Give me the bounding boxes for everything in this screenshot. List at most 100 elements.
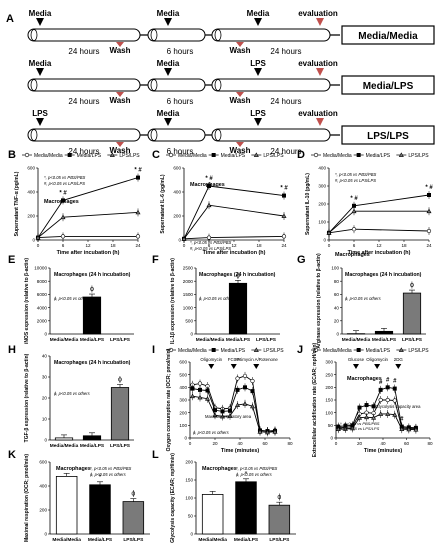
wash-label: Wash bbox=[229, 46, 250, 55]
cell-type-label: Macrophages bbox=[190, 182, 225, 188]
y-tick-label: 0 bbox=[190, 532, 193, 537]
marker-square bbox=[190, 386, 195, 391]
significance-mark: * # bbox=[134, 168, 142, 174]
stats-note: ϕ, p<0.05 vs others bbox=[54, 296, 91, 301]
marker-circle bbox=[378, 397, 383, 403]
marker-circle bbox=[242, 373, 248, 379]
group-box bbox=[341, 25, 435, 45]
x-tick-label: 6 bbox=[62, 243, 65, 248]
marker-triangle bbox=[399, 426, 405, 432]
x-tick-label: 0 bbox=[189, 441, 192, 446]
treatment-arrow-icon bbox=[164, 118, 172, 126]
y-tick-label: 600 bbox=[39, 460, 47, 465]
marker-circle bbox=[168, 152, 174, 158]
injection-arrow-icon bbox=[352, 364, 359, 369]
category-label: Media/LPS bbox=[226, 337, 251, 343]
cell-type-label: Macrophages bbox=[335, 252, 370, 258]
panel-letter: I bbox=[152, 344, 155, 356]
timeline-segment bbox=[147, 28, 206, 42]
y-tick-label: 20 bbox=[42, 396, 48, 401]
stats-note: ϕ, p<0.05 vs others bbox=[193, 430, 230, 435]
x-tick-label: 24 bbox=[135, 243, 141, 248]
protocol-row: LPS Wash Media Wash LPS evaluation 24 hours 6 h… bbox=[27, 109, 435, 156]
category-label: LPS/LPS bbox=[402, 337, 423, 343]
timeline-segment bbox=[211, 28, 331, 42]
x-tick-label: 12 bbox=[376, 243, 382, 248]
protocol-row: Media Wash Media Wash LPS evaluation 24 hours 6… bbox=[27, 59, 435, 106]
y-tick-label: 500 bbox=[179, 372, 187, 377]
marker-square bbox=[211, 153, 216, 158]
significance-mark: * # bbox=[205, 176, 213, 182]
cell-type-label: Macrophages bbox=[44, 199, 79, 205]
legend-entry: LPS/LPS bbox=[119, 153, 140, 159]
marker-circle bbox=[197, 381, 203, 386]
y-tick-label: 2000 bbox=[183, 279, 194, 284]
y-tick-label: 400 bbox=[179, 385, 187, 390]
series-line bbox=[328, 194, 430, 234]
y-tick-label: 30 bbox=[42, 375, 48, 380]
y-tick-label: 0 bbox=[44, 532, 47, 537]
bar bbox=[110, 387, 130, 441]
x-tick-label: 60 bbox=[404, 441, 410, 446]
y-tick-label: 200 bbox=[173, 214, 181, 219]
chart-panel-f: F 0 500 1000 1500 2000 2500 IL-1β expression (r… bbox=[152, 254, 280, 344]
x-tick-label: 24 bbox=[281, 243, 287, 248]
y-tick-label: 50 bbox=[328, 423, 334, 428]
marker-triangle bbox=[227, 413, 233, 418]
legend-entry: LPS/LPS bbox=[263, 153, 284, 159]
timeline-segment bbox=[211, 128, 331, 142]
y-tick-label: 0 bbox=[330, 436, 333, 441]
injection-arrow-icon bbox=[395, 364, 402, 369]
y-tick-label: 500 bbox=[185, 319, 193, 324]
chart-panel-i: I Media/Media Media/LPS LPS/LPS010020030040… bbox=[152, 344, 293, 454]
timeline-segment bbox=[27, 78, 141, 92]
bar bbox=[122, 501, 145, 535]
marker-square bbox=[357, 405, 362, 410]
y-tick-label: 0 bbox=[44, 438, 47, 443]
treatment-arrow-icon bbox=[36, 118, 44, 126]
evaluation-label: evaluation bbox=[298, 9, 338, 18]
series-line bbox=[183, 204, 285, 240]
marker-triangle bbox=[349, 425, 355, 431]
significance-mark: * # bbox=[59, 190, 67, 196]
marker-triangle bbox=[385, 411, 391, 416]
y-tick-label: 200 bbox=[318, 202, 326, 207]
chart-panel-e: E 0 2000 4000 6000 8000 10000 iNOS expression (… bbox=[8, 254, 134, 344]
marker-triangle bbox=[351, 208, 357, 214]
legend-entry: Media/LPS bbox=[221, 348, 246, 354]
group-box-label: Media/Media bbox=[358, 31, 418, 42]
x-tick-label: 40 bbox=[237, 441, 243, 446]
y-tick-label: 100 bbox=[325, 410, 333, 415]
stats-note: ϕ, p<0.05 vs others bbox=[236, 472, 273, 477]
wash-arrow-icon bbox=[236, 142, 244, 147]
chart-panel-l: L 0 50 100 150 200 Glycolysis capacity (ECAR; … bbox=[152, 449, 296, 543]
marker-triangle bbox=[356, 415, 363, 420]
panel-letter: D bbox=[297, 149, 305, 161]
y-tick-label: 8000 bbox=[37, 279, 48, 284]
y-tick-label: 2500 bbox=[183, 266, 194, 271]
panel-letter: G bbox=[297, 254, 306, 266]
marker-circle bbox=[351, 227, 357, 232]
category-label: Media/LPS bbox=[88, 537, 113, 543]
x-tick-label: 0 bbox=[328, 243, 331, 248]
group-box bbox=[341, 125, 435, 145]
y-tick-label: 400 bbox=[27, 190, 35, 195]
category-label: Media/LPS bbox=[234, 537, 259, 543]
marker-square bbox=[235, 387, 240, 392]
significance-mark: * bbox=[245, 471, 248, 478]
marker-triangle bbox=[242, 401, 248, 406]
legend-entry: LPS/LPS bbox=[408, 153, 429, 159]
x-tick-label: 12 bbox=[231, 243, 237, 248]
cell-type-label: Macrophages (24 h incubation) bbox=[54, 272, 131, 278]
duration-label: 24 hours bbox=[270, 147, 301, 156]
marker-triangle bbox=[413, 427, 419, 432]
injection-arrow-icon bbox=[374, 364, 381, 369]
injection-arrow-icon bbox=[230, 364, 237, 369]
segment-cap bbox=[30, 29, 38, 41]
category-label: Media/LPS bbox=[80, 443, 105, 449]
marker-circle bbox=[313, 347, 319, 353]
chart-panel-h: H 0 10 20 30 40 TGF-β expression (relative to … bbox=[8, 344, 134, 449]
protocol-row: Media Wash Media Wash Media evaluation 24 hour… bbox=[27, 9, 435, 56]
y-axis-title: Maximal respiration (OCR; pmol/min) bbox=[24, 454, 30, 542]
bar bbox=[201, 493, 224, 535]
